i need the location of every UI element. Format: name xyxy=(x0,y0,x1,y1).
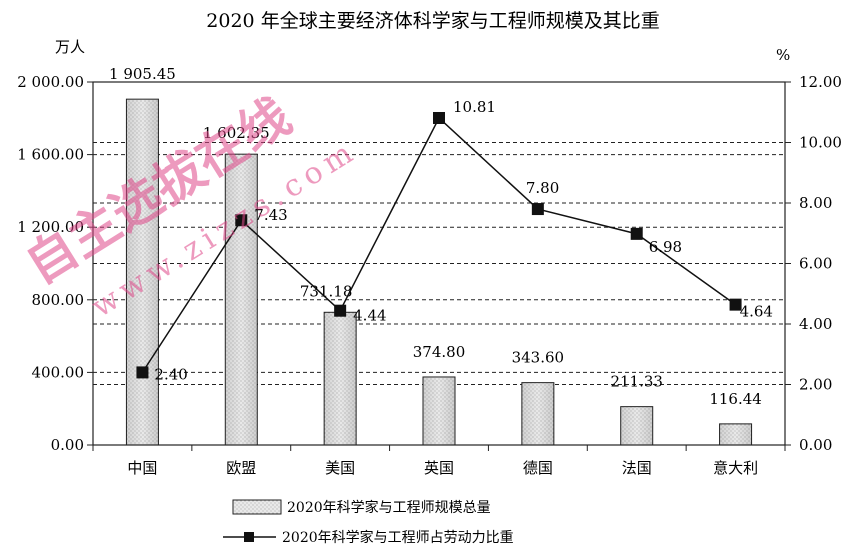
bar-value-label: 731.18 xyxy=(300,282,353,300)
bar-value-label: 343.60 xyxy=(512,349,565,367)
line-marker xyxy=(433,111,445,124)
left-axis-unit: 万人 xyxy=(55,38,85,56)
line-value-label: 6.98 xyxy=(649,238,682,256)
x-tick-label: 英国 xyxy=(424,459,454,477)
bar-shade xyxy=(719,423,752,445)
bar-value-label: 116.44 xyxy=(709,390,762,408)
line-value-label: 10.81 xyxy=(453,98,496,116)
line-marker xyxy=(235,214,248,227)
bar-shade xyxy=(126,99,159,445)
x-tick-label: 欧盟 xyxy=(226,459,256,477)
right-tick-label: 10.00 xyxy=(799,134,842,152)
right-tick-label: 12.00 xyxy=(799,73,842,91)
x-tick-label: 德国 xyxy=(523,459,553,477)
axis-ticks: 0.00 400.00 800.00 1 200.00 1 600.00 2 000.00… xyxy=(17,73,842,477)
line-marker xyxy=(729,298,742,311)
legend-bar-swatch xyxy=(232,499,282,515)
line-value-label: 7.43 xyxy=(254,206,287,224)
legend: 2020年科学家与工程师规模总量 2020年科学家与工程师占劳动力比重 xyxy=(223,499,514,546)
line-marker xyxy=(531,203,544,216)
left-tick-label: 0.00 xyxy=(51,436,84,454)
line-marker xyxy=(630,227,643,240)
line-value-label: 4.44 xyxy=(353,307,386,325)
right-axis-unit: % xyxy=(776,46,790,64)
bar-shade xyxy=(620,406,653,445)
line-marker xyxy=(136,366,149,379)
legend-line-marker xyxy=(244,532,254,542)
left-tick-label: 800.00 xyxy=(32,291,85,309)
right-tick-label: 6.00 xyxy=(799,255,832,273)
right-tick-label: 2.00 xyxy=(799,376,832,394)
bar-shade xyxy=(225,154,258,446)
line-value-label: 7.80 xyxy=(526,179,559,197)
line-series xyxy=(136,111,742,379)
data-labels: 1 905.45 1 602.35 731.18 374.80 343.60 211.33… xyxy=(109,65,773,408)
bar-value-label: 211.33 xyxy=(610,373,663,391)
right-tick-label: 4.00 xyxy=(799,315,832,333)
bar-value-label: 1 905.45 xyxy=(109,65,176,83)
left-tick-label: 1 600.00 xyxy=(17,146,84,164)
chart-title: 2020 年全球主要经济体科学家与工程师规模及其比重 xyxy=(206,10,659,32)
right-tick-label: 8.00 xyxy=(799,194,832,212)
bar-value-label: 374.80 xyxy=(413,343,466,361)
x-tick-label: 意大利 xyxy=(713,459,758,477)
x-tick-label: 美国 xyxy=(325,459,355,477)
bar-series xyxy=(125,98,753,446)
legend-bar-label: 2020年科学家与工程师规模总量 xyxy=(287,499,491,516)
left-tick-label: 1 200.00 xyxy=(17,218,84,236)
x-tick-label: 法国 xyxy=(622,459,652,477)
right-tick-label: 0.00 xyxy=(799,436,832,454)
left-tick-label: 400.00 xyxy=(32,363,85,381)
legend-line-label: 2020年科学家与工程师占劳动力比重 xyxy=(282,529,514,546)
bar-shade xyxy=(324,312,357,445)
bar-shade xyxy=(521,382,554,445)
line-value-label: 4.64 xyxy=(740,303,773,321)
left-tick-label: 2 000.00 xyxy=(17,73,84,91)
line-marker xyxy=(334,304,347,317)
x-tick-label: 中国 xyxy=(127,459,157,477)
bar-shade xyxy=(423,376,455,445)
line-value-label: 2.40 xyxy=(154,365,187,383)
bar-value-label: 1 602.35 xyxy=(203,124,270,142)
